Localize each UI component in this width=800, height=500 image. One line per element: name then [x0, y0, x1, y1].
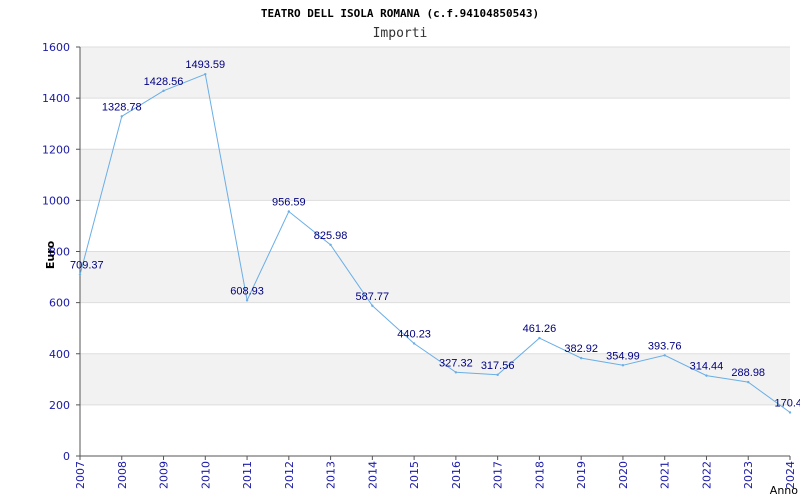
x-axis-label: Anno: [770, 484, 798, 497]
data-label: 440.23: [397, 328, 431, 340]
data-point: [747, 380, 750, 384]
data-label: 709.37: [70, 260, 104, 272]
data-label: 461.26: [523, 323, 557, 335]
x-tick-label: 2013: [325, 461, 338, 489]
data-label: 956.59: [272, 196, 306, 208]
x-tick-label: 2010: [199, 461, 212, 489]
x-tick-label: 2023: [742, 461, 755, 489]
data-point: [120, 115, 123, 118]
x-tick-label: 2007: [74, 461, 87, 489]
y-axis-label: Euro: [44, 240, 57, 269]
series-group: [78, 73, 792, 414]
data-label: 825.98: [314, 230, 348, 242]
y-tick-label: 1000: [42, 194, 70, 207]
y-tick-label: 600: [49, 297, 70, 310]
data-label: 382.92: [564, 343, 598, 355]
x-tick-label: 2022: [700, 461, 713, 489]
data-point: [329, 243, 332, 247]
plot-background-bands: [80, 47, 790, 405]
y-tick-label: 800: [49, 246, 70, 259]
data-point: [788, 411, 792, 414]
grid-band: [80, 353, 790, 405]
data-label: 317.56: [481, 360, 515, 372]
gridlines: [80, 46, 790, 457]
x-axis-ticks: 2007 2008 2009 2010 2011 2012 2013 2014 2015 2016…: [74, 456, 797, 489]
x-tick-label: 2012: [283, 461, 296, 489]
x-tick-label: 2021: [659, 461, 672, 489]
y-tick-label: 1600: [42, 41, 70, 54]
data-label: 1428.56: [144, 76, 184, 88]
data-point: [162, 89, 165, 93]
data-point: [78, 273, 82, 276]
x-tick-label: 2017: [492, 461, 505, 489]
x-tick-label: 2018: [533, 461, 546, 489]
y-tick-label: 400: [49, 348, 70, 361]
data-point: [705, 374, 708, 377]
x-tick-label: 2024: [784, 461, 797, 489]
chart-title: TEATRO DELL ISOLA ROMANA (c.f.9410485054…: [261, 7, 539, 20]
y-tick-label: 0: [63, 450, 70, 463]
x-tick-label: 2008: [116, 461, 129, 489]
y-axis-ticks: 0 200 400 600 800 1000 1200 1400 1600: [42, 41, 80, 463]
data-point: [496, 373, 499, 377]
x-tick-label: 2016: [450, 461, 463, 489]
data-point: [663, 354, 666, 357]
y-tick-label: 1400: [42, 92, 70, 105]
chart-subtitle: Importi: [373, 26, 428, 41]
x-tick-label: 2009: [158, 461, 171, 489]
y-tick-label: 1200: [42, 143, 70, 156]
data-point: [371, 304, 374, 307]
x-tick-label: 2019: [575, 461, 588, 489]
grid-band: [80, 251, 790, 303]
y-tick-label: 200: [49, 399, 70, 412]
data-point: [245, 299, 249, 302]
x-tick-label: 2015: [408, 461, 421, 489]
data-label: 288.98: [731, 367, 765, 379]
data-label: 170.4: [774, 397, 800, 409]
data-label: 1328.78: [102, 101, 142, 113]
series-line: [79, 73, 791, 413]
data-point: [538, 336, 541, 340]
x-tick-label: 2014: [366, 461, 379, 489]
data-point: [204, 73, 207, 76]
data-label: 314.44: [690, 361, 724, 373]
data-label: 608.93: [230, 285, 264, 297]
data-point: [579, 356, 583, 360]
data-point: [621, 364, 625, 367]
data-label: 393.76: [648, 340, 682, 352]
data-label: 1493.59: [185, 59, 225, 71]
data-label: 354.99: [606, 350, 640, 362]
data-point: [287, 210, 291, 213]
grid-band: [80, 47, 790, 99]
x-tick-label: 2020: [617, 461, 630, 489]
grid-band: [80, 149, 790, 201]
data-label: 327.32: [439, 357, 473, 369]
data-label: 587.77: [356, 291, 390, 303]
data-point: [454, 371, 458, 374]
data-point: [412, 342, 416, 345]
x-tick-label: 2011: [241, 461, 254, 489]
